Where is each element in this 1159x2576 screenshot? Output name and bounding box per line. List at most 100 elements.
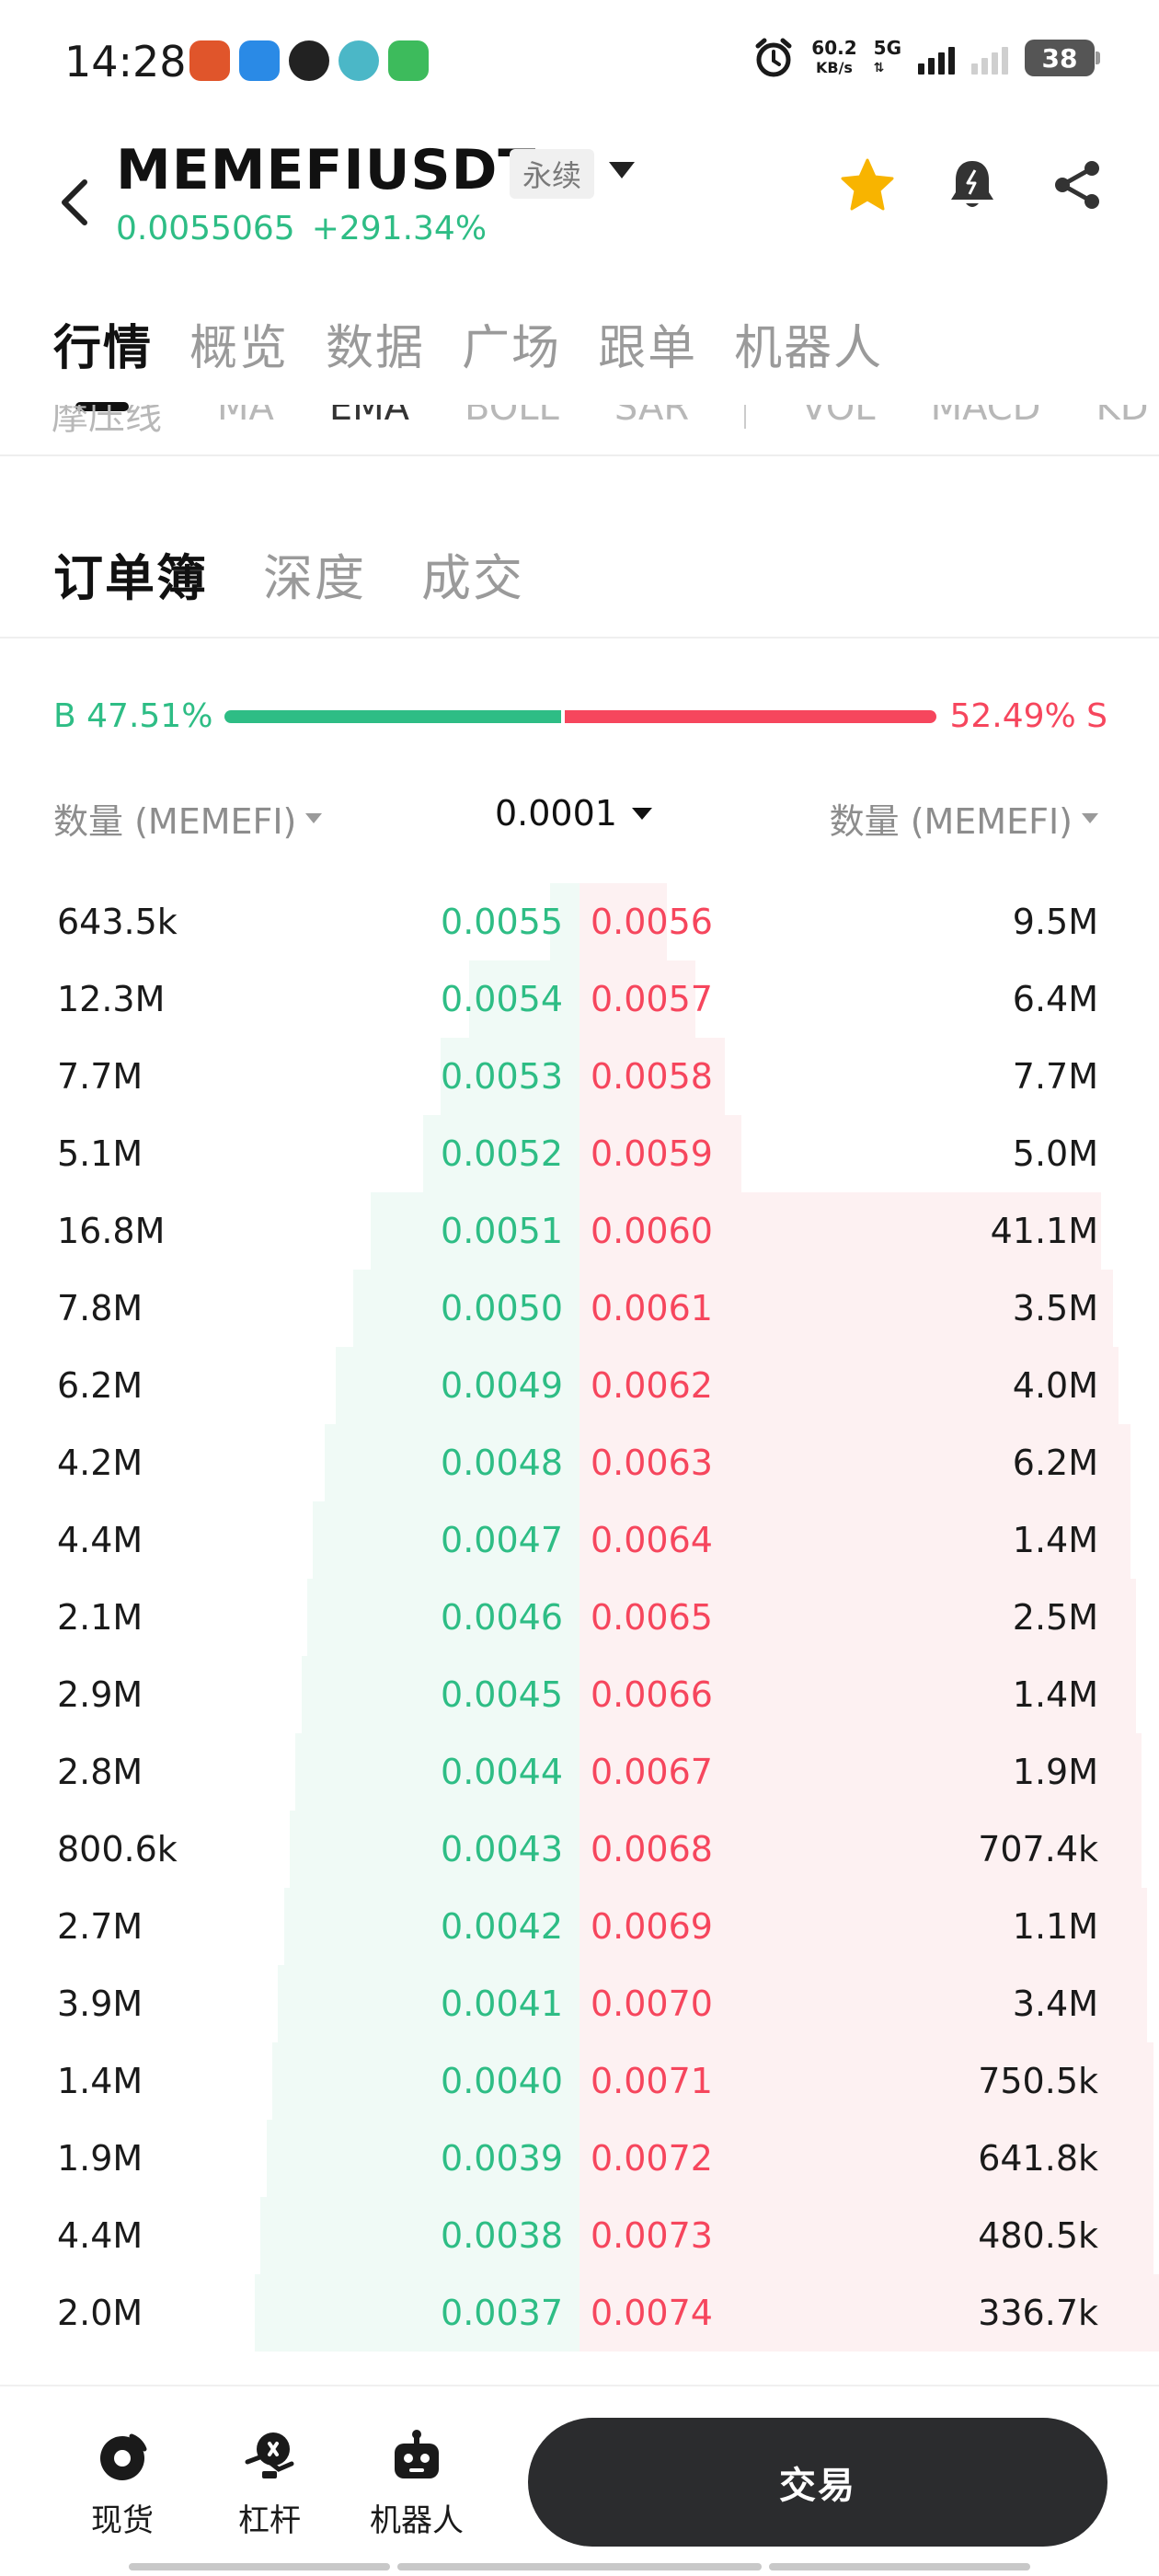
instrument-symbol[interactable]: MEMEFIUSDT [116,138,537,202]
orderbook-row[interactable]: 4.2M 0.0048 0.0063 6.2M [0,1424,1159,1501]
orderbook-row[interactable]: 6.2M 0.0049 0.0062 4.0M [0,1347,1159,1424]
bid-quantity: 1.9M [57,2138,143,2179]
contract-type-badge[interactable]: 永续 [510,149,595,199]
tab-depth[interactable]: 深度 [263,549,366,607]
dropdown-arrow-icon [631,807,652,820]
bid-quantity-unit-selector[interactable]: 数量 (MEMEFI) [53,793,323,844]
bid-depth-bar [469,960,580,1038]
ask-depth-bar [580,1965,1147,2042]
orderbook-row[interactable]: 2.7M 0.0042 0.0069 1.1M [0,1888,1159,1965]
margin-icon [245,2432,294,2478]
ask-quantity: 6.2M [1012,1443,1098,1483]
orderbook-row[interactable]: 7.7M 0.0053 0.0058 7.7M [0,1038,1159,1115]
margin-button[interactable]: 杠杆 [210,2429,329,2540]
bid-quantity: 2.1M [57,1597,143,1638]
indicator-item[interactable]: KD [1096,405,1149,429]
indicator-item[interactable]: MACD [930,405,1041,429]
ask-quantity-header: 数量 (MEMEFI) [829,801,1073,842]
indicator-strip: 摩压线 MA EMA BOLL SAR VOL MACD KD [0,405,1159,456]
ask-depth-bar [580,1038,725,1115]
orderbook-row[interactable]: 800.6k 0.0043 0.0068 707.4k [0,1811,1159,1888]
signal-strength-icon [918,41,955,75]
ask-depth-bar [580,2042,1153,2120]
share-button[interactable] [1047,155,1107,215]
dropdown-arrow-icon[interactable] [609,162,635,178]
indicator-item[interactable]: SAR [614,405,690,429]
bid-price: 0.0055 [441,902,563,942]
bid-depth-bar [307,1579,580,1656]
tab-market[interactable]: 行情 [53,309,153,411]
bid-price: 0.0039 [441,2138,563,2179]
ask-depth-bar [580,1579,1136,1656]
tab-copy-trade[interactable]: 跟单 [598,321,698,376]
bid-depth-bar [278,1965,580,2042]
bid-price: 0.0042 [441,1906,563,1947]
indicator-item[interactable]: 摩压线 [52,405,162,438]
ask-quantity-unit-selector[interactable]: 数量 (MEMEFI) [830,793,1098,844]
ask-quantity: 41.1M [990,1211,1098,1251]
bid-quantity: 2.7M [57,1906,143,1947]
ratio-bar [224,710,936,723]
indicator-item[interactable]: BOLL [465,405,559,429]
spot-button[interactable]: 现货 [63,2429,182,2540]
ask-quantity: 2.5M [1012,1597,1098,1638]
bot-button[interactable]: 机器人 [357,2429,476,2540]
ask-depth-bar [580,1347,1119,1424]
bid-depth-bar [550,883,580,960]
tab-orderbook[interactable]: 订单簿 [53,549,208,607]
bid-quantity: 12.3M [57,979,166,1019]
ask-depth-bar [580,1733,1142,1811]
ask-price: 0.0066 [591,1674,713,1715]
ask-depth-bar [580,1270,1113,1347]
orderbook-row[interactable]: 1.9M 0.0039 0.0072 641.8k [0,2120,1159,2197]
orderbook-row[interactable]: 5.1M 0.0052 0.0059 5.0M [0,1115,1159,1192]
orderbook-row[interactable]: 1.4M 0.0040 0.0071 750.5k [0,2042,1159,2120]
indicator-item[interactable]: MA [217,405,274,429]
orderbook-row[interactable]: 2.8M 0.0044 0.0067 1.9M [0,1733,1159,1811]
indicator-row: 摩压线 MA EMA BOLL SAR VOL MACD KD [52,405,1149,440]
ask-quantity: 641.8k [978,2138,1098,2179]
tab-bot[interactable]: 机器人 [734,321,884,376]
price-precision-selector[interactable]: 0.0001 [495,793,652,834]
orderbook-row[interactable]: 3.9M 0.0041 0.0070 3.4M [0,1965,1159,2042]
tab-square[interactable]: 广场 [462,321,562,376]
last-price: 0.0055065 [116,210,295,247]
spot-label: 现货 [91,2502,154,2539]
ask-quantity: 9.5M [1012,902,1098,942]
ask-depth-bar [580,2274,1159,2352]
orderbook-row[interactable]: 2.1M 0.0046 0.0065 2.5M [0,1579,1159,1656]
favorite-button[interactable] [837,155,898,215]
orderbook-row[interactable]: 16.8M 0.0051 0.0060 41.1M [0,1192,1159,1270]
price-alert-button[interactable] [942,155,1003,215]
orderbook-row[interactable]: 12.3M 0.0054 0.0057 6.4M [0,960,1159,1038]
tab-overview[interactable]: 概览 [189,321,290,376]
header-actions [837,155,1107,215]
tab-trades[interactable]: 成交 [421,549,524,607]
bid-quantity: 643.5k [57,902,178,942]
ask-depth-bar [580,1888,1147,1965]
battery-icon: 38 [1025,40,1100,76]
ask-quantity: 750.5k [978,2061,1098,2101]
orderbook-row[interactable]: 643.5k 0.0055 0.0056 9.5M [0,883,1159,960]
indicator-item[interactable]: EMA [328,405,410,429]
bid-depth-bar [423,1115,580,1192]
ask-quantity: 336.7k [978,2293,1098,2333]
back-button[interactable] [46,166,101,239]
bot-label: 机器人 [370,2502,464,2539]
orderbook-row[interactable]: 4.4M 0.0047 0.0064 1.4M [0,1501,1159,1579]
orderbook-row[interactable]: 2.0M 0.0037 0.0074 336.7k [0,2274,1159,2352]
trade-button[interactable]: 交易 [528,2418,1107,2547]
ask-price: 0.0063 [591,1443,713,1483]
orderbook-row[interactable]: 7.8M 0.0050 0.0061 3.5M [0,1270,1159,1347]
ask-price: 0.0060 [591,1211,713,1251]
bid-price: 0.0043 [441,1829,563,1869]
orderbook-row[interactable]: 2.9M 0.0045 0.0066 1.4M [0,1656,1159,1733]
bid-quantity: 7.7M [57,1056,143,1097]
bid-depth-bar [353,1270,580,1347]
ask-quantity: 3.4M [1012,1984,1098,2024]
signal-strength-sim2-icon [971,41,1008,75]
tab-data[interactable]: 数据 [326,321,426,376]
net-speed-unit: KB/s [815,59,853,76]
indicator-item[interactable]: VOL [801,405,876,429]
orderbook-row[interactable]: 4.4M 0.0038 0.0073 480.5k [0,2197,1159,2274]
